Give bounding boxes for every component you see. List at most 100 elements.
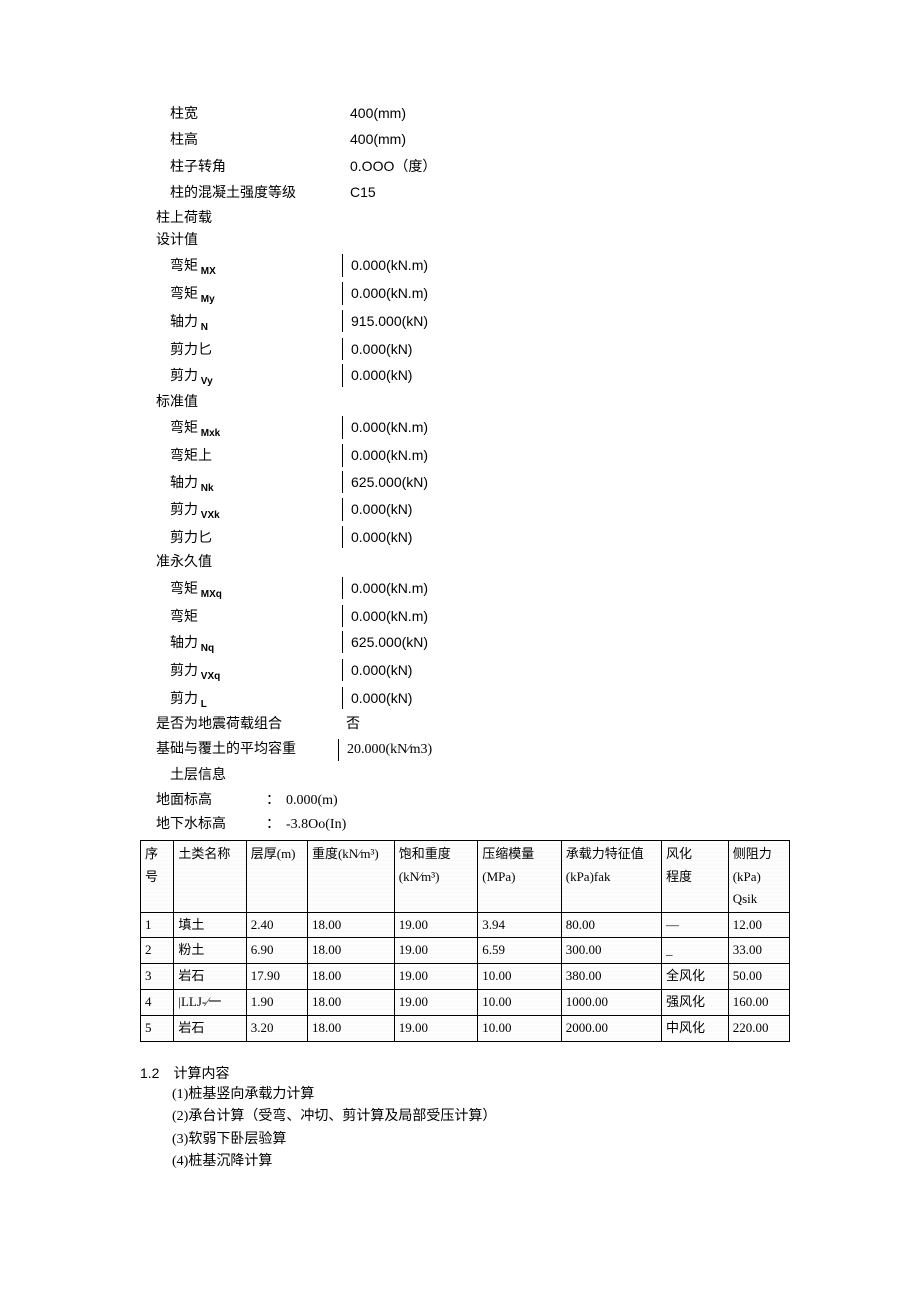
table-cell: 10.00 <box>478 990 561 1016</box>
value-row: 剪力匕0.000(kN) <box>140 526 790 550</box>
value-label: 弯矩 <box>170 607 350 629</box>
value-number: 0.000(kN) <box>342 498 412 520</box>
prop-row: 柱的混凝土强度等级C15 <box>140 181 790 205</box>
table-cell: 50.00 <box>728 964 789 990</box>
value-label: 剪力 L <box>170 689 350 713</box>
water-elev-row: 地下水标高 ： -3.8Oo(In) <box>140 814 790 836</box>
table-row: 3岩石17.9018.0019.0010.00380.00全风化50.00 <box>141 964 790 990</box>
table-row: 1填土2.4018.0019.003.9480.00—12.00 <box>141 912 790 938</box>
table-cell: 10.00 <box>478 1015 561 1041</box>
value-row: 弯矩0.000(kN.m) <box>140 605 790 629</box>
value-number: 0.000(kN) <box>342 687 412 709</box>
table-cell: 19.00 <box>394 964 477 990</box>
prop-value: 400(mm) <box>350 102 406 124</box>
value-number: 0.000(kN.m) <box>342 254 428 276</box>
calc-item: (1)桩基竖向承载力计算 <box>172 1084 790 1106</box>
table-row: 4|LLJ-∕一1.9018.0019.0010.001000.00强风化160… <box>141 990 790 1016</box>
soil-table: 序号土类名称层厚(m)重度(kN∕m³)饱和重度(kN∕m³)压缩模量(MPa)… <box>140 840 790 1041</box>
table-header: 重度(kN∕m³) <box>307 841 394 912</box>
value-number: 0.000(kN) <box>342 659 412 681</box>
table-cell: 19.00 <box>394 938 477 964</box>
table-cell: _ <box>661 938 728 964</box>
value-label: 剪力 Vy <box>170 366 350 390</box>
value-number: 0.000(kN.m) <box>342 444 428 466</box>
value-row: 轴力 N915.000(kN) <box>140 310 790 336</box>
table-header: 饱和重度(kN∕m³) <box>394 841 477 912</box>
calc-item: (4)桩基沉降计算 <box>172 1151 790 1173</box>
table-cell: 5 <box>141 1015 174 1041</box>
table-cell: 3 <box>141 964 174 990</box>
value-row: 弯矩上0.000(kN.m) <box>140 444 790 468</box>
table-cell: 6.59 <box>478 938 561 964</box>
prop-value: C15 <box>350 181 376 203</box>
table-cell: 6.90 <box>246 938 307 964</box>
value-number: 0.000(kN) <box>342 364 412 386</box>
ground-elev-row: 地面标高 ： 0.000(m) <box>140 790 790 812</box>
prop-row: 柱宽400(mm) <box>140 102 790 126</box>
table-cell: 填土 <box>174 912 246 938</box>
table-cell: 全风化 <box>661 964 728 990</box>
table-header: 风化程度 <box>661 841 728 912</box>
quasi-header: 准永久值 <box>140 552 790 574</box>
table-cell: 18.00 <box>307 964 394 990</box>
column-props: 柱宽400(mm)柱高400(mm)柱子转角0.OOO（度）柱的混凝土强度等级C… <box>140 102 790 206</box>
seismic-label: 是否为地震荷载组合 <box>156 714 346 736</box>
table-cell: 18.00 <box>307 938 394 964</box>
value-row: 弯矩 MXq0.000(kN.m) <box>140 577 790 603</box>
calc-item: (2)承台计算（受弯、冲切、剪计算及局部受压计算） <box>172 1106 790 1128</box>
calc-item: (3)软弱下卧层验算 <box>172 1129 790 1151</box>
table-cell: 300.00 <box>561 938 661 964</box>
table-cell: 18.00 <box>307 990 394 1016</box>
prop-label: 柱的混凝土强度等级 <box>170 183 350 205</box>
water-elev-value: -3.8Oo(In) <box>280 814 346 836</box>
table-header: 层厚(m) <box>246 841 307 912</box>
value-number: 0.000(kN) <box>342 526 412 548</box>
ground-elev-label: 地面标高 <box>156 790 266 812</box>
table-cell: 中风化 <box>661 1015 728 1041</box>
value-number: 0.000(kN.m) <box>342 577 428 599</box>
table-cell: 1000.00 <box>561 990 661 1016</box>
value-label: 轴力 N <box>170 312 350 336</box>
design-header: 设计值 <box>140 230 790 252</box>
value-number: 625.000(kN) <box>342 471 428 493</box>
quasi-values-block: 弯矩 MXq0.000(kN.m)弯矩0.000(kN.m)轴力 Nq625.0… <box>140 577 790 713</box>
table-header: 压缩模量(MPa) <box>478 841 561 912</box>
table-cell: 80.00 <box>561 912 661 938</box>
table-header: 土类名称 <box>174 841 246 912</box>
value-label: 弯矩 My <box>170 284 350 308</box>
value-row: 弯矩 My0.000(kN.m) <box>140 282 790 308</box>
value-row: 剪力 Vy0.000(kN) <box>140 364 790 390</box>
prop-label: 柱高 <box>170 130 350 152</box>
value-number: 0.000(kN.m) <box>342 282 428 304</box>
table-cell: 4 <box>141 990 174 1016</box>
table-header: 侧阻力(kPa)Qsik <box>728 841 789 912</box>
colon: ： <box>266 814 280 836</box>
value-label: 轴力 Nk <box>170 473 350 497</box>
prop-label: 柱子转角 <box>170 157 350 179</box>
table-cell: 强风化 <box>661 990 728 1016</box>
table-row: 2粉土6.9018.0019.006.59300.00_33.00 <box>141 938 790 964</box>
load-header: 柱上荷载 <box>140 208 790 230</box>
value-row: 轴力 Nq625.000(kN) <box>140 631 790 657</box>
table-cell: 1.90 <box>246 990 307 1016</box>
value-row: 剪力 VXk0.000(kN) <box>140 498 790 524</box>
value-label: 剪力 VXq <box>170 661 350 685</box>
value-row: 弯矩 Mxk0.000(kN.m) <box>140 416 790 442</box>
prop-value: 400(mm) <box>350 128 406 150</box>
table-cell: 粉土 <box>174 938 246 964</box>
table-cell: 10.00 <box>478 964 561 990</box>
colon: ： <box>266 790 280 812</box>
value-row: 轴力 Nk625.000(kN) <box>140 471 790 497</box>
table-cell: 380.00 <box>561 964 661 990</box>
value-row: 剪力 VXq0.000(kN) <box>140 659 790 685</box>
design-values-block: 弯矩 MX0.000(kN.m)弯矩 My0.000(kN.m)轴力 N915.… <box>140 254 790 390</box>
table-cell: 19.00 <box>394 1015 477 1041</box>
value-label: 弯矩 Mxk <box>170 418 350 442</box>
table-cell: 18.00 <box>307 912 394 938</box>
prop-row: 柱子转角0.OOO（度） <box>140 155 790 179</box>
value-row: 剪力 L0.000(kN) <box>140 687 790 713</box>
value-number: 625.000(kN) <box>342 631 428 653</box>
table-cell: 2.40 <box>246 912 307 938</box>
prop-label: 柱宽 <box>170 104 350 126</box>
value-label: 剪力匕 <box>170 340 350 362</box>
